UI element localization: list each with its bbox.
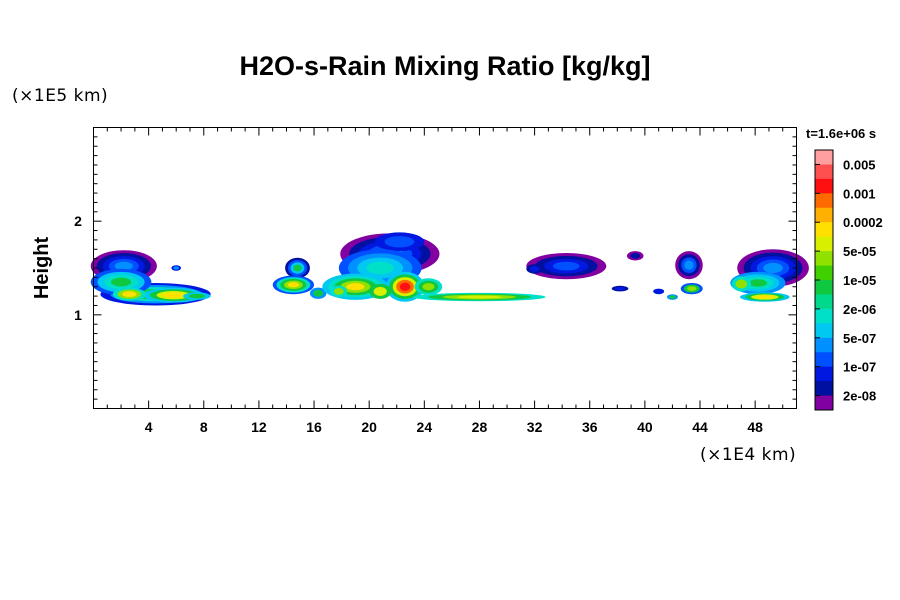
contour-blob xyxy=(763,262,783,274)
colorbar-label: 5e-05 xyxy=(843,244,876,259)
colorbar-label: 5e-07 xyxy=(843,331,876,346)
contour-blob xyxy=(684,260,694,270)
colorbar-swatch xyxy=(815,323,833,339)
contour-blob xyxy=(529,266,540,272)
contour-blob xyxy=(346,283,365,291)
x-tick-label: 44 xyxy=(692,419,708,435)
x-tick-label: 8 xyxy=(200,419,208,435)
colorbar-swatch xyxy=(815,193,833,209)
colorbar-label: 2e-06 xyxy=(843,302,876,317)
contour-blob xyxy=(756,295,774,299)
colorbar-swatch xyxy=(815,178,833,194)
contour-blob xyxy=(735,279,748,289)
colorbar-swatch xyxy=(815,280,833,295)
x-tick-label: 20 xyxy=(361,419,377,435)
y-tick-label: 1 xyxy=(74,307,82,323)
colorbar-swatch xyxy=(815,308,833,324)
x-tick-label: 12 xyxy=(251,419,267,435)
colorbar-swatch xyxy=(815,251,833,267)
x-tick-label: 28 xyxy=(472,419,488,435)
contour-blob xyxy=(669,295,676,299)
contour-blob xyxy=(188,293,206,299)
contour-blob xyxy=(457,295,502,299)
contour-blob xyxy=(333,288,344,295)
contour-blob xyxy=(114,261,133,271)
y-axis-label: Height xyxy=(31,237,53,300)
colorbar-label: 1e-07 xyxy=(843,360,876,375)
contour-blob xyxy=(399,282,411,291)
colorbar-swatch xyxy=(815,207,833,223)
contour-blob xyxy=(293,264,302,272)
contour-blob xyxy=(287,282,300,288)
y-tick-label: 2 xyxy=(74,213,82,229)
contour-blob xyxy=(687,286,697,292)
contour-field xyxy=(90,232,809,306)
colorbar-swatch xyxy=(815,222,833,238)
contour-blob xyxy=(173,266,180,270)
contour-blob xyxy=(422,283,435,291)
colorbar-label: 0.005 xyxy=(843,157,876,172)
contour-blob xyxy=(122,291,137,298)
time-label: t=1.6e+06 s xyxy=(806,126,876,141)
x-unit-label: (×1E4 km) xyxy=(700,445,796,465)
colorbar-label: 1e-05 xyxy=(843,273,876,288)
colorbar-swatch xyxy=(815,150,833,165)
contour-blob xyxy=(630,253,641,259)
x-tick-label: 4 xyxy=(145,419,153,435)
x-tick-label: 24 xyxy=(417,419,433,435)
contour-blob xyxy=(163,292,184,298)
x-tick-label: 40 xyxy=(637,419,653,435)
chart-title: H2O-s-Rain Mixing Ratio [kg/kg] xyxy=(239,51,650,81)
colorbar-label: 2e-08 xyxy=(843,389,876,404)
contour-blob xyxy=(384,236,415,248)
contour-blob xyxy=(313,289,324,297)
contour-blob xyxy=(552,261,580,271)
contour-blob xyxy=(110,277,132,287)
colorbar-swatch xyxy=(815,164,833,180)
contour-blob xyxy=(615,286,626,291)
x-tick-label: 32 xyxy=(527,419,543,435)
colorbar-swatch xyxy=(815,236,833,252)
colorbar-swatch xyxy=(815,265,833,281)
contour-blob xyxy=(748,279,768,287)
contour-blob xyxy=(653,288,665,295)
x-tick-label: 16 xyxy=(306,419,322,435)
colorbar-swatch xyxy=(815,366,833,382)
contour-blob xyxy=(366,261,394,275)
colorbar-label: 0.001 xyxy=(843,186,876,201)
x-tick-label: 36 xyxy=(582,419,598,435)
x-tick-label: 48 xyxy=(747,419,763,435)
colorbar-swatch xyxy=(815,352,833,368)
colorbar: 0.005 0.001 0.0002 5e-05 1e-05 2e-06 5e-07 1e-0… xyxy=(814,149,883,411)
contour-blob xyxy=(373,286,387,296)
colorbar-label: 0.0002 xyxy=(843,215,883,230)
colorbar-swatch xyxy=(815,337,833,353)
colorbar-swatch xyxy=(815,294,833,310)
colorbar-swatch xyxy=(815,395,833,411)
colorbar-swatch xyxy=(815,381,833,397)
y-unit-label: (×1E5 km) xyxy=(12,86,108,106)
